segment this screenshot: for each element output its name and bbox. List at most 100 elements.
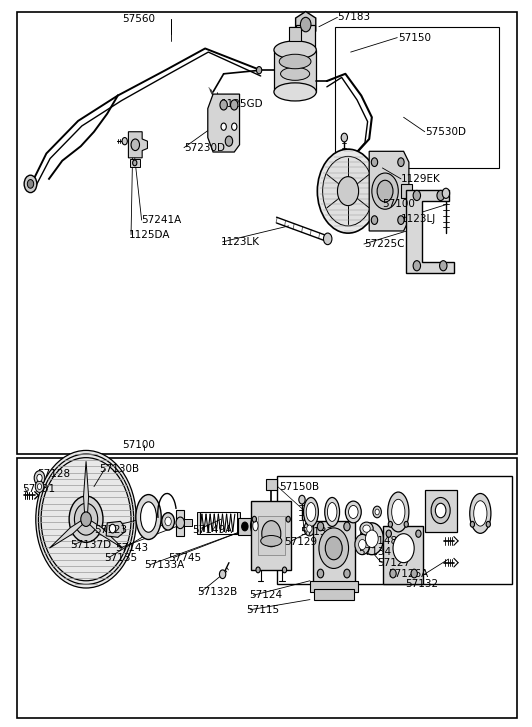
Circle shape (442, 188, 450, 198)
Bar (17, 458, 518, 718)
Circle shape (282, 567, 287, 573)
Text: 57126A: 57126A (388, 569, 428, 579)
Circle shape (231, 123, 237, 130)
Polygon shape (406, 190, 454, 273)
Ellipse shape (280, 68, 310, 80)
Bar (401, 184, 412, 198)
Ellipse shape (140, 502, 156, 532)
Circle shape (110, 524, 115, 533)
Circle shape (398, 216, 404, 225)
Circle shape (371, 158, 378, 166)
Circle shape (435, 503, 446, 518)
Ellipse shape (393, 534, 414, 563)
Circle shape (388, 521, 393, 527)
Circle shape (375, 509, 379, 515)
Polygon shape (90, 521, 123, 548)
Circle shape (225, 136, 232, 146)
Circle shape (242, 522, 248, 531)
Text: 1125GD: 1125GD (221, 99, 264, 109)
Bar (425, 489, 456, 531)
Text: 57149A: 57149A (192, 525, 232, 535)
Circle shape (355, 534, 370, 555)
Circle shape (165, 517, 171, 526)
Circle shape (344, 569, 350, 578)
Polygon shape (128, 132, 147, 158)
Ellipse shape (327, 502, 337, 521)
Text: 1129EK: 1129EK (401, 174, 440, 184)
Circle shape (344, 522, 350, 531)
Polygon shape (208, 94, 239, 152)
Text: 57115: 57115 (246, 605, 279, 615)
Circle shape (317, 569, 323, 578)
Circle shape (131, 139, 139, 150)
Bar (314, 590, 354, 601)
Circle shape (486, 521, 491, 527)
Circle shape (69, 496, 103, 542)
Text: 57230D: 57230D (184, 142, 225, 153)
Ellipse shape (348, 505, 358, 518)
Circle shape (36, 451, 136, 588)
Ellipse shape (251, 517, 260, 535)
Circle shape (256, 67, 262, 74)
Circle shape (337, 177, 359, 206)
Bar (258, 515, 285, 555)
Circle shape (176, 517, 185, 529)
Circle shape (390, 569, 396, 578)
Bar (274, 50, 317, 92)
Circle shape (34, 470, 45, 485)
Text: 57143: 57143 (115, 543, 148, 553)
Text: 57135: 57135 (105, 553, 138, 563)
Text: 57137D: 57137D (70, 539, 111, 550)
Circle shape (219, 570, 226, 579)
Circle shape (230, 100, 238, 110)
Text: 57130B: 57130B (99, 465, 139, 474)
Circle shape (413, 190, 420, 201)
Circle shape (373, 506, 381, 518)
Circle shape (372, 173, 398, 209)
Text: 57225C: 57225C (364, 239, 404, 249)
Circle shape (416, 530, 421, 537)
Bar (176, 510, 185, 536)
Bar (238, 518, 251, 535)
Text: 57100: 57100 (383, 199, 415, 209)
Polygon shape (106, 521, 124, 537)
Polygon shape (296, 12, 316, 38)
Ellipse shape (473, 501, 487, 526)
Circle shape (317, 149, 379, 233)
Text: 57148B: 57148B (364, 536, 404, 546)
Text: 57133A: 57133A (144, 560, 185, 570)
Circle shape (304, 521, 315, 536)
Circle shape (81, 512, 92, 526)
Text: 57745: 57745 (168, 553, 201, 563)
Bar (266, 479, 277, 490)
Bar (130, 159, 139, 166)
Ellipse shape (363, 525, 370, 532)
Circle shape (162, 513, 174, 530)
Polygon shape (49, 521, 82, 548)
Circle shape (252, 516, 256, 522)
Ellipse shape (274, 41, 317, 59)
Polygon shape (84, 461, 89, 513)
Ellipse shape (279, 55, 311, 69)
Text: 57241A: 57241A (142, 215, 182, 225)
Ellipse shape (470, 494, 491, 534)
Text: 57127: 57127 (377, 558, 410, 568)
Circle shape (262, 521, 281, 547)
Circle shape (322, 156, 373, 226)
Bar (384, 526, 423, 585)
Ellipse shape (304, 497, 318, 526)
Bar (289, 27, 302, 41)
Ellipse shape (345, 501, 361, 523)
Text: 57150: 57150 (398, 33, 431, 43)
Circle shape (319, 528, 348, 569)
Ellipse shape (136, 494, 161, 539)
Ellipse shape (253, 521, 258, 531)
Text: 57128: 57128 (37, 470, 71, 479)
Circle shape (299, 495, 305, 504)
Text: 57150B: 57150B (279, 481, 319, 491)
Circle shape (365, 530, 378, 547)
Circle shape (323, 233, 332, 245)
Text: 57131: 57131 (22, 483, 56, 494)
Circle shape (341, 133, 347, 142)
Circle shape (37, 474, 42, 481)
